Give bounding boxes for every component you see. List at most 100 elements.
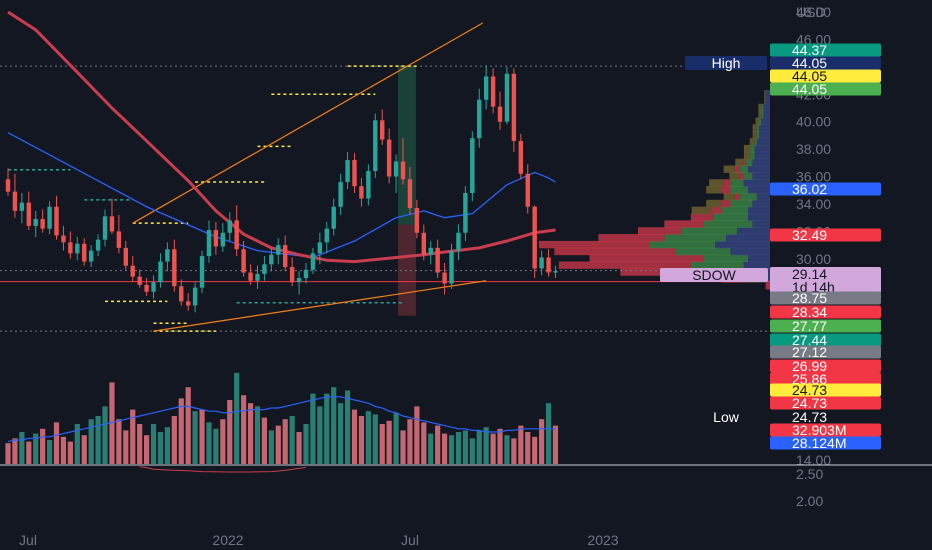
candle-body — [206, 230, 212, 257]
volume-profile-bar — [748, 186, 770, 194]
price-tick-label: 38.00 — [796, 141, 831, 157]
volume-profile-bar — [739, 165, 748, 173]
volume-bar — [483, 427, 489, 464]
candle-body — [172, 249, 177, 287]
fast-moving-average-line — [7, 132, 556, 259]
price-labels: 44.3744.05High44.0544.0536.0232.4929.141… — [660, 42, 881, 451]
volume-profile-bar — [748, 165, 770, 173]
volume-bar — [40, 428, 46, 464]
volume-bar — [178, 398, 184, 464]
volume-bar — [532, 436, 538, 464]
candle-body — [262, 264, 267, 274]
candle-body — [283, 245, 288, 268]
volume-profile-bar — [749, 138, 755, 146]
volume-profile-bar — [723, 179, 731, 187]
time-tick-label: 2022 — [212, 532, 243, 548]
candle-body — [345, 160, 350, 183]
volume-profile-bar — [734, 192, 740, 201]
volume-bar — [421, 422, 427, 464]
volume-profile-bar — [734, 165, 740, 173]
price-label-text: 24.73 — [792, 409, 827, 425]
volume-profile-bar — [763, 110, 770, 119]
volume-profile-bar — [752, 124, 757, 132]
price-label-text: 27.77 — [792, 318, 827, 334]
candle-body — [109, 216, 115, 232]
candle-body — [352, 160, 357, 187]
volume-bar — [213, 428, 219, 464]
price-label-badge — [770, 267, 881, 293]
candle-body — [165, 249, 170, 262]
candle-body — [331, 206, 336, 229]
volume-bar — [476, 430, 482, 464]
volume-profile-bar — [743, 151, 751, 160]
volume-profile-bar — [761, 103, 764, 112]
price-label-text: 32.49 — [792, 227, 827, 243]
price-label-text: 44.05 — [792, 68, 827, 84]
candle-body — [137, 276, 142, 285]
volume-bar — [268, 430, 274, 464]
price-label-badge — [770, 56, 881, 70]
volume-profile-bar — [743, 179, 770, 187]
volume-profile-bar — [589, 254, 704, 263]
candle-body — [504, 73, 510, 122]
candle-body — [5, 179, 11, 192]
volume-profile-bar — [756, 192, 770, 201]
volume-profile-bar — [764, 96, 766, 105]
candle-body — [248, 272, 253, 281]
volume-bar — [109, 382, 115, 464]
volume-bar — [116, 419, 122, 464]
volume-bar — [511, 438, 517, 464]
volume-bar — [95, 416, 101, 464]
volume-profile-bar — [755, 117, 759, 125]
candle-body — [310, 253, 316, 270]
volume-profile-bar — [706, 186, 722, 194]
candle-body — [393, 161, 399, 177]
candle-body — [61, 235, 66, 243]
price-label-badge — [770, 69, 881, 83]
candle-body — [338, 182, 343, 207]
volume-profile-bar — [765, 90, 770, 98]
symbol-tag-badge — [685, 56, 767, 70]
volume-bar — [518, 425, 524, 464]
candle-body — [95, 239, 101, 251]
volume-bar — [227, 400, 233, 464]
volume-profile-bar — [706, 199, 722, 208]
price-label-badge — [770, 305, 881, 319]
price-label-badge — [770, 410, 881, 424]
volume-profile-bar — [750, 144, 755, 153]
candle-body — [525, 173, 530, 207]
volume-bar — [435, 425, 441, 464]
oscillator-tick-label: 2.00 — [796, 493, 823, 509]
oscillator-tick-label: 2.50 — [796, 466, 823, 482]
volume-bar — [296, 432, 302, 464]
symbol-tag-badge — [660, 268, 768, 282]
volume-profile-bar — [748, 213, 770, 221]
candle-body — [102, 216, 108, 240]
countdown-label: 1d 14h — [792, 279, 835, 295]
candle-body — [518, 140, 524, 174]
time-tick-label: 2023 — [587, 532, 618, 548]
volume-bar — [26, 441, 32, 464]
volume-bar — [164, 427, 170, 464]
candle-body — [497, 106, 503, 122]
candle-body — [539, 257, 544, 269]
volume-bar — [144, 435, 150, 464]
candle-body — [26, 202, 31, 226]
price-label-text: 28.34 — [792, 304, 827, 320]
candle-body — [407, 179, 413, 209]
volume-bar — [171, 416, 177, 464]
price-label-text: 25.86 — [792, 371, 827, 387]
candle-body — [234, 220, 239, 250]
candle-body — [289, 267, 295, 283]
trend-line — [153, 280, 487, 332]
price-label-badge — [770, 359, 881, 373]
price-label-text: 27.44 — [792, 332, 827, 348]
volume-bar — [254, 406, 261, 464]
price-label-badge — [770, 182, 881, 196]
price-label-badge — [770, 436, 881, 450]
volume-bar — [289, 416, 295, 464]
candle-body — [317, 242, 323, 254]
candle-body — [435, 247, 440, 273]
